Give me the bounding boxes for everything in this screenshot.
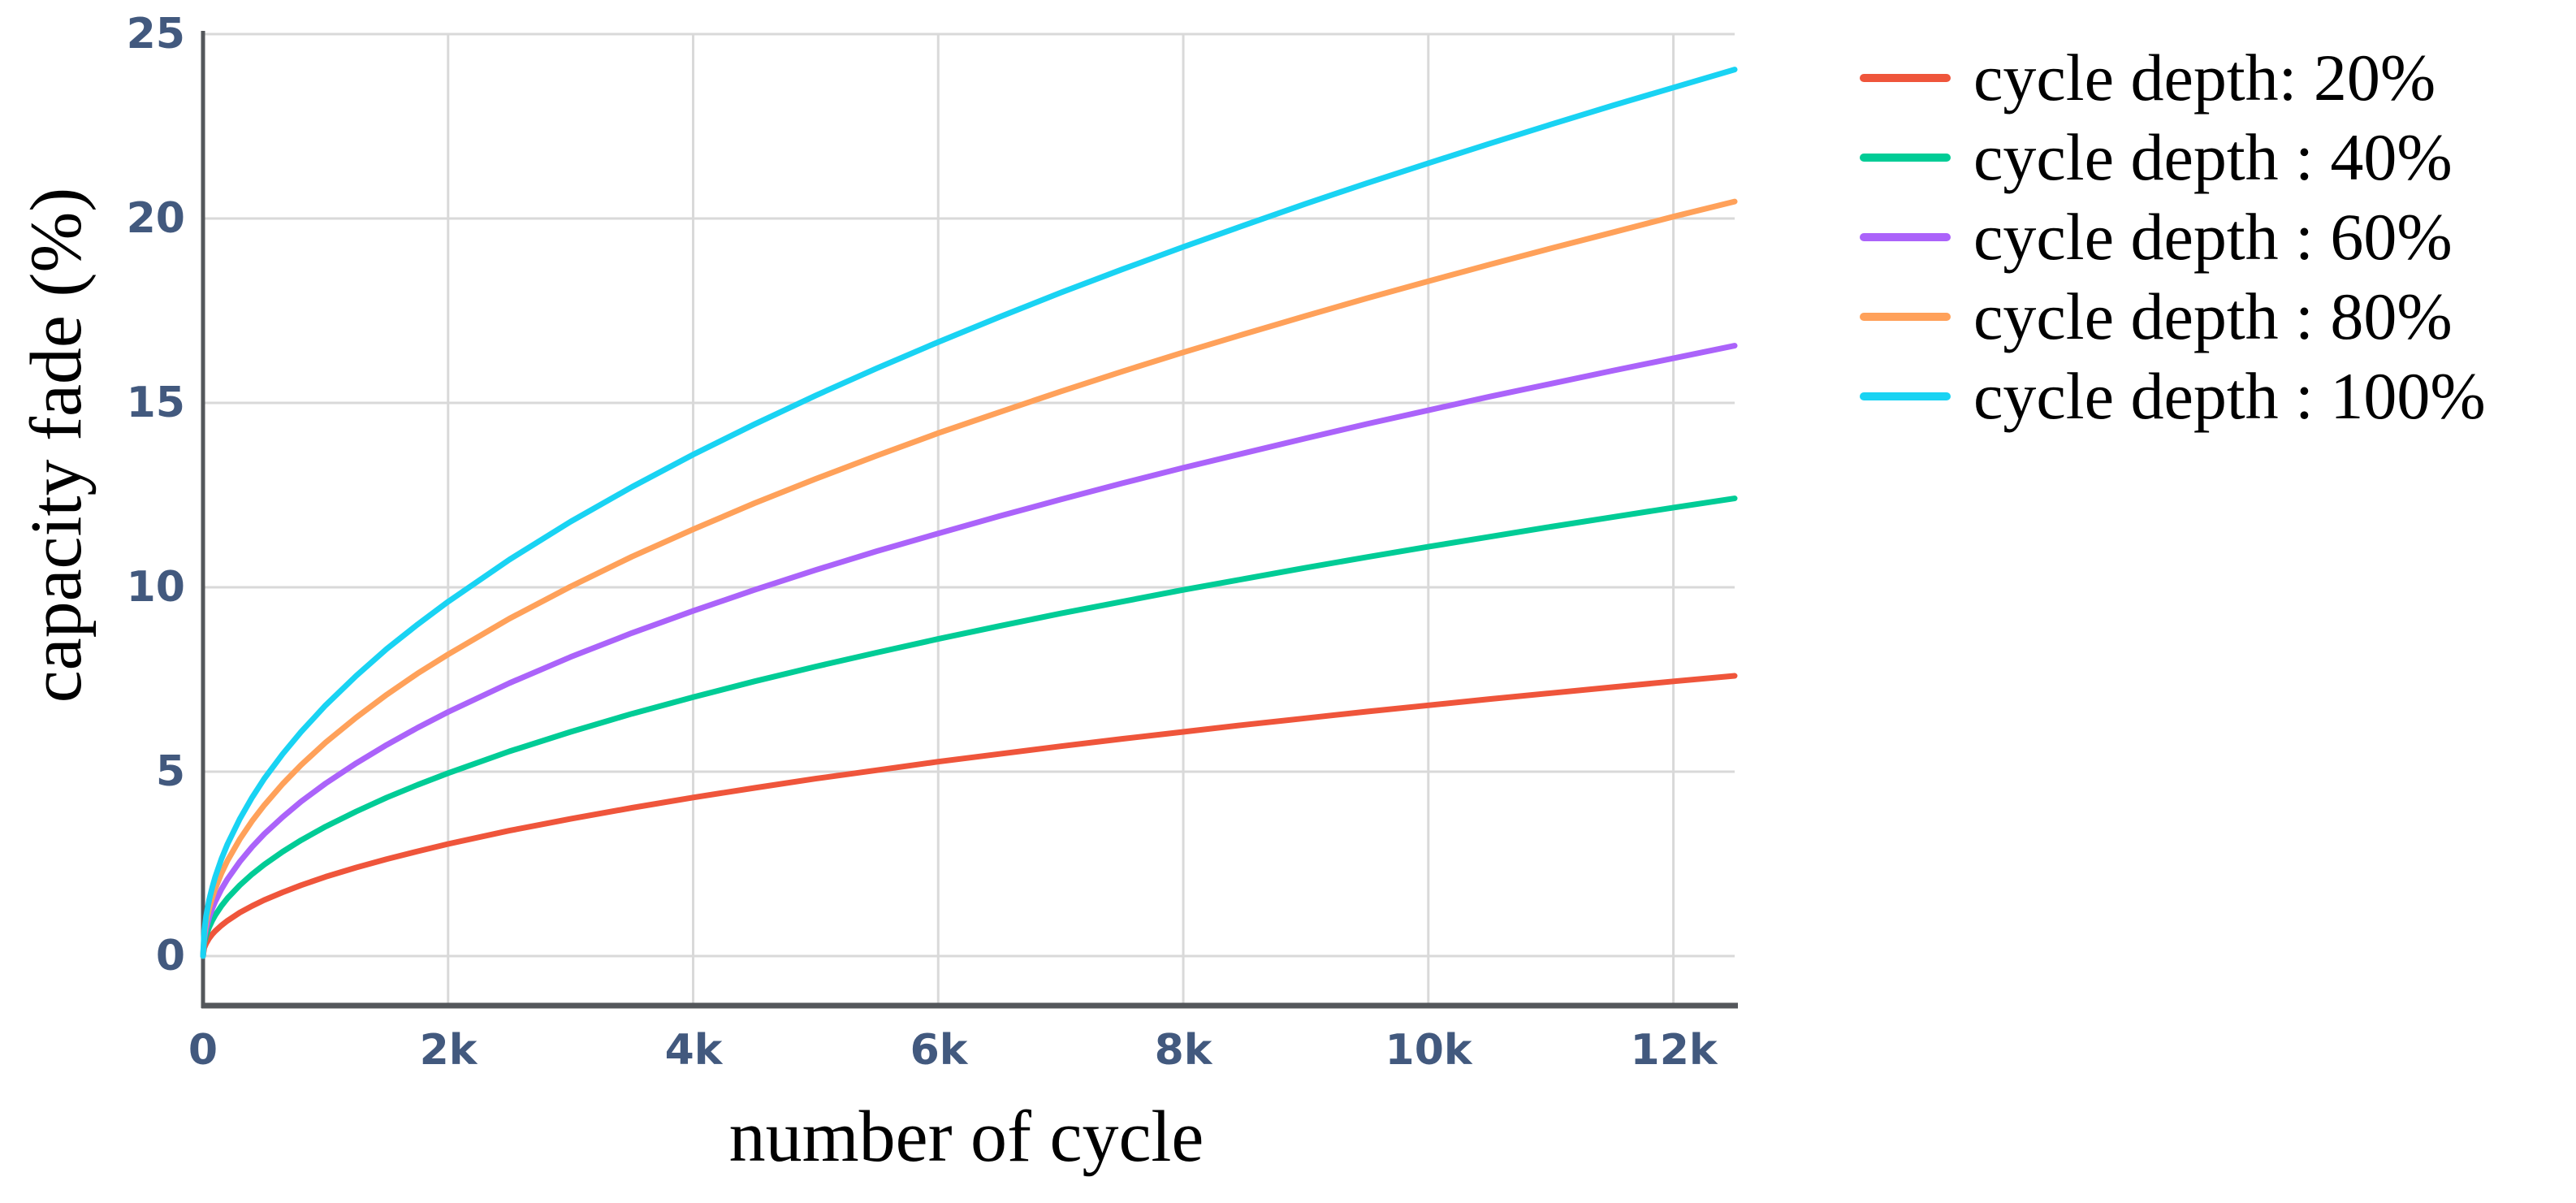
legend: cycle depth: 20% cycle depth : 40% cycle… — [1860, 38, 2486, 436]
series-line-1[interactable] — [200, 495, 1738, 959]
y-tick-label-10: 10 — [126, 563, 185, 612]
y-axis-title: capacity fade (%) — [16, 187, 97, 703]
y-tick-label-5: 5 — [155, 747, 185, 796]
series-line-0[interactable] — [200, 673, 1738, 959]
x-tick-label-4k: 4k — [664, 1026, 723, 1075]
y-tick-label-15: 15 — [126, 379, 185, 427]
legend-swatch-line-60 — [1860, 233, 1951, 241]
legend-label: cycle depth : 60% — [1973, 200, 2453, 274]
x-tick-label-0: 0 — [188, 1026, 218, 1075]
y-tick-label-20: 20 — [126, 194, 185, 243]
legend-swatch-line-40 — [1860, 154, 1951, 162]
y-tick-label-0: 0 — [155, 932, 185, 980]
legend-label: cycle depth: 20% — [1973, 41, 2436, 115]
series-line-2[interactable] — [200, 343, 1738, 959]
x-tick-label-12k: 12k — [1630, 1026, 1718, 1075]
legend-item-40[interactable]: cycle depth : 40% — [1860, 118, 2486, 197]
legend-label: cycle depth : 80% — [1973, 279, 2453, 353]
x-tick-label-6k: 6k — [910, 1026, 968, 1075]
legend-swatch-line-20 — [1860, 74, 1951, 82]
legend-label: cycle depth : 40% — [1973, 120, 2453, 194]
x-tick-label-2k: 2k — [419, 1026, 478, 1075]
legend-label: cycle depth : 100% — [1973, 359, 2486, 433]
x-tick-label-10k: 10k — [1385, 1026, 1472, 1075]
x-axis-title: number of cycle — [728, 1097, 1204, 1177]
legend-item-80[interactable]: cycle depth : 80% — [1860, 277, 2486, 357]
legend-item-100[interactable]: cycle depth : 100% — [1860, 357, 2486, 436]
legend-item-60[interactable]: cycle depth : 60% — [1860, 197, 2486, 277]
y-tick-label-25: 25 — [126, 10, 185, 58]
series-line-4[interactable] — [200, 67, 1738, 959]
legend-item-20[interactable]: cycle depth: 20% — [1860, 38, 2486, 118]
series-line-3[interactable] — [200, 198, 1738, 959]
x-tick-label-8k: 8k — [1154, 1026, 1212, 1075]
legend-swatch-line-100 — [1860, 392, 1951, 400]
legend-swatch-line-80 — [1860, 313, 1951, 321]
